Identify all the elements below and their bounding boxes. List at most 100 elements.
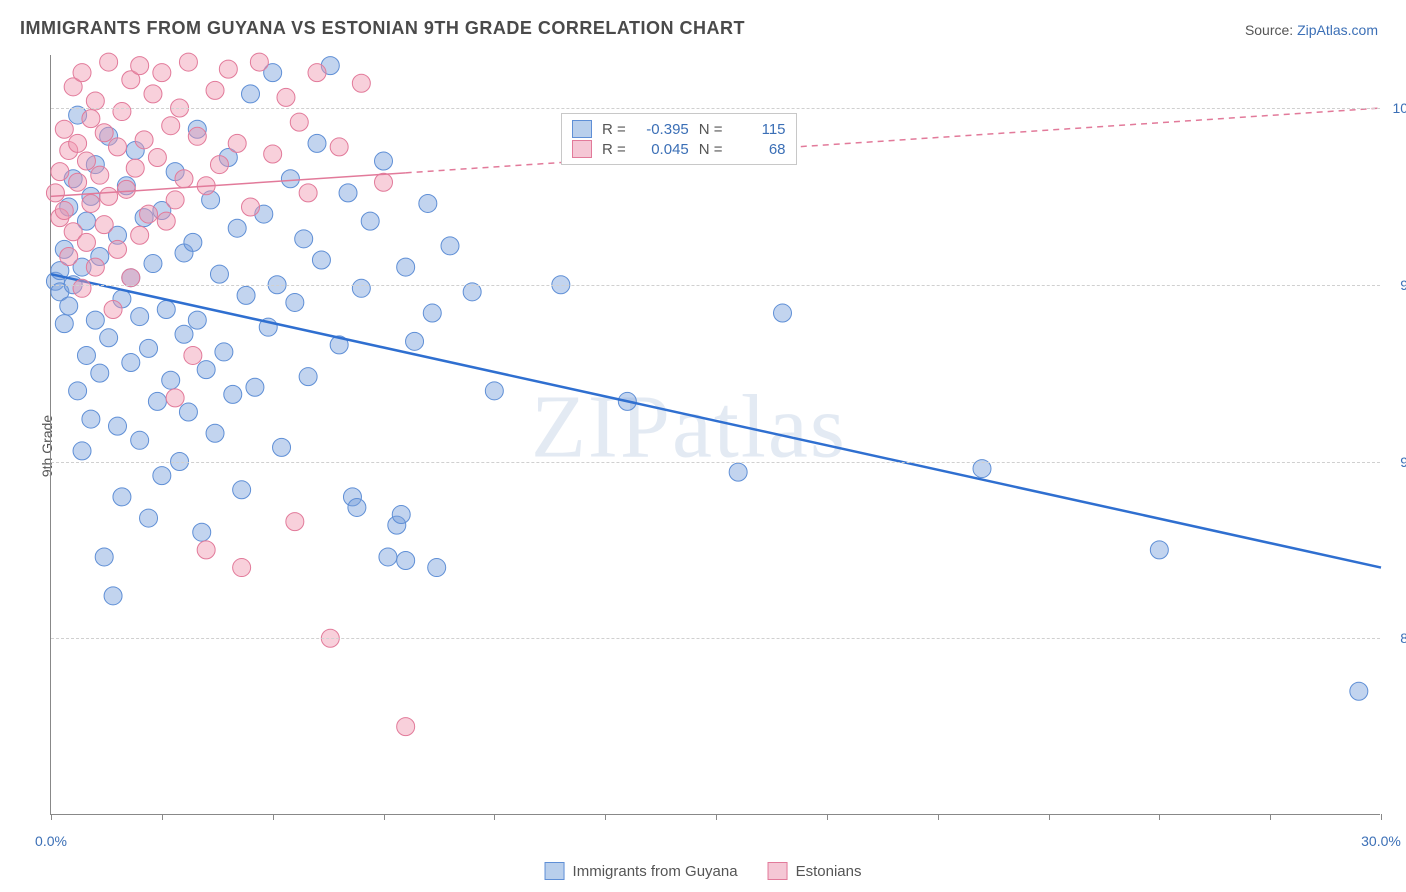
x-tick	[51, 814, 52, 820]
scatter-point	[46, 184, 64, 202]
scatter-point	[406, 332, 424, 350]
scatter-point	[82, 110, 100, 128]
scatter-point	[131, 57, 149, 75]
scatter-point	[166, 191, 184, 209]
scatter-point	[175, 325, 193, 343]
scatter-point	[69, 382, 87, 400]
scatter-point	[179, 403, 197, 421]
scatter-point	[131, 308, 149, 326]
scatter-point	[109, 240, 127, 258]
scatter-point	[392, 506, 410, 524]
scatter-point	[330, 138, 348, 156]
scatter-point	[60, 297, 78, 315]
scatter-point	[397, 258, 415, 276]
plot-area: ZIPatlas R = -0.395 N = 115 R = 0.045 N …	[50, 55, 1380, 815]
scatter-point	[55, 202, 73, 220]
scatter-point	[113, 103, 131, 121]
plot-svg	[51, 55, 1380, 814]
scatter-point	[375, 152, 393, 170]
scatter-point	[193, 523, 211, 541]
scatter-point	[140, 339, 158, 357]
scatter-point	[109, 417, 127, 435]
scatter-point	[91, 364, 109, 382]
x-tick	[494, 814, 495, 820]
legend-n-value-0: 115	[731, 121, 786, 138]
scatter-point	[148, 392, 166, 410]
legend-item-1: Estonians	[768, 862, 862, 880]
legend-r-value-0: -0.395	[634, 121, 689, 138]
scatter-point	[140, 205, 158, 223]
scatter-point	[91, 166, 109, 184]
scatter-point	[441, 237, 459, 255]
scatter-point	[73, 279, 91, 297]
scatter-point	[729, 463, 747, 481]
scatter-point	[100, 53, 118, 71]
scatter-point	[277, 88, 295, 106]
scatter-point	[104, 301, 122, 319]
scatter-point	[131, 226, 149, 244]
scatter-point	[215, 343, 233, 361]
scatter-point	[100, 187, 118, 205]
scatter-point	[122, 354, 140, 372]
scatter-point	[188, 127, 206, 145]
scatter-point	[485, 382, 503, 400]
scatter-point	[157, 212, 175, 230]
series-legend: Immigrants from Guyana Estonians	[545, 862, 862, 880]
legend-bottom-swatch-0	[545, 862, 565, 880]
correlation-legend: R = -0.395 N = 115 R = 0.045 N = 68	[561, 113, 797, 165]
legend-n-value-1: 68	[731, 141, 786, 158]
legend-item-0: Immigrants from Guyana	[545, 862, 738, 880]
scatter-point	[246, 378, 264, 396]
scatter-point	[113, 488, 131, 506]
scatter-point	[228, 134, 246, 152]
source-link[interactable]: ZipAtlas.com	[1297, 22, 1378, 38]
scatter-point	[308, 134, 326, 152]
x-tick	[384, 814, 385, 820]
legend-swatch-1	[572, 140, 592, 158]
scatter-point	[117, 180, 135, 198]
y-tick-label: 100.0%	[1385, 100, 1406, 116]
scatter-point	[73, 64, 91, 82]
scatter-point	[210, 156, 228, 174]
scatter-point	[184, 233, 202, 251]
scatter-point	[219, 60, 237, 78]
legend-bottom-label-0: Immigrants from Guyana	[573, 863, 738, 880]
scatter-point	[95, 548, 113, 566]
scatter-point	[77, 152, 95, 170]
scatter-point	[109, 138, 127, 156]
scatter-point	[295, 230, 313, 248]
scatter-point	[428, 559, 446, 577]
scatter-point	[250, 53, 268, 71]
scatter-point	[264, 145, 282, 163]
scatter-point	[237, 286, 255, 304]
x-tick	[162, 814, 163, 820]
scatter-point	[242, 198, 260, 216]
scatter-point	[299, 368, 317, 386]
x-tick	[605, 814, 606, 820]
scatter-point	[273, 438, 291, 456]
y-tick-label: 95.0%	[1385, 277, 1406, 293]
scatter-point	[179, 53, 197, 71]
x-tick	[1049, 814, 1050, 820]
scatter-point	[339, 184, 357, 202]
scatter-point	[135, 131, 153, 149]
scatter-point	[166, 389, 184, 407]
scatter-point	[281, 170, 299, 188]
scatter-point	[224, 385, 242, 403]
scatter-point	[423, 304, 441, 322]
scatter-point	[69, 134, 87, 152]
trend-line-dashed	[406, 108, 1381, 173]
scatter-point	[348, 498, 366, 516]
scatter-point	[153, 467, 171, 485]
x-tick-label: 0.0%	[35, 833, 67, 849]
scatter-point	[379, 548, 397, 566]
legend-r-label: R =	[602, 121, 626, 138]
scatter-point	[210, 265, 228, 283]
legend-r-value-1: 0.045	[634, 141, 689, 158]
scatter-point	[51, 163, 69, 181]
x-tick	[716, 814, 717, 820]
legend-n-label: N =	[699, 121, 723, 138]
scatter-point	[184, 346, 202, 364]
scatter-point	[55, 315, 73, 333]
scatter-point	[69, 173, 87, 191]
